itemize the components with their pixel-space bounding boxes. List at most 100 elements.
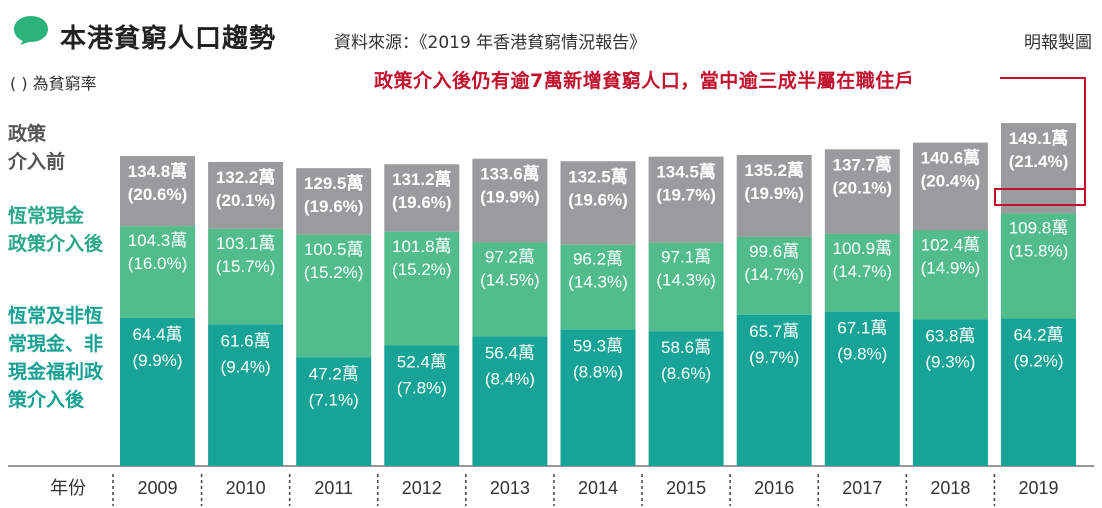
label-rate-before-2010: (20.1%) — [216, 191, 276, 210]
speech-bubble-icon — [14, 16, 48, 45]
label-rate-regular-2013: (14.5%) — [480, 270, 540, 289]
label-rate-all-2012: (7.8%) — [397, 378, 447, 397]
label-rate-regular-2018: (14.9%) — [921, 258, 981, 277]
label-value-before-2015: 134.5萬 — [656, 162, 716, 182]
label-rate-before-2011: (19.6%) — [304, 197, 364, 216]
bar-before-2018 — [912, 142, 988, 231]
label-rate-before-2013: (19.9%) — [480, 188, 540, 207]
bar-regular-2013 — [472, 242, 548, 337]
label-rate-all-2013: (8.4%) — [485, 369, 535, 388]
label-rate-before-2019: (21.4%) — [1009, 152, 1069, 171]
label-value-before-2011: 129.5萬 — [304, 173, 364, 193]
label-value-before-2016: 135.2萬 — [744, 160, 804, 180]
bar-all-2019 — [1001, 318, 1076, 466]
bar-regular-2009 — [120, 226, 195, 318]
tick-label-2019: 2019 — [1018, 478, 1058, 498]
label-value-regular-2019: 109.8萬 — [1009, 218, 1069, 237]
bar-before-2017 — [824, 149, 900, 234]
bar-regular-2018 — [912, 230, 988, 320]
label-value-before-2009: 134.8萬 — [128, 161, 188, 181]
label-value-regular-2012: 101.8萬 — [392, 237, 452, 256]
label-rate-regular-2011: (15.2%) — [304, 263, 364, 282]
bar-all-2017 — [824, 311, 900, 466]
bar-before-2013 — [472, 158, 548, 243]
label-value-before-2013: 133.6萬 — [480, 164, 540, 184]
tick-label-2016: 2016 — [754, 478, 794, 498]
callout-line-vertical — [1084, 77, 1086, 190]
bar-before-2014 — [560, 161, 636, 245]
highlight-annotation: 政策介入後仍有逾7萬新增貧窮人口，當中逾三成半屬在職住戶 — [374, 70, 915, 92]
label-value-all-2011: 47.2萬 — [309, 364, 359, 383]
label-value-all-2017: 67.1萬 — [837, 319, 887, 338]
label-rate-regular-2012: (15.2%) — [392, 260, 452, 279]
label-rate-regular-2010: (15.7%) — [216, 257, 276, 276]
bar-all-2012 — [384, 345, 460, 466]
bar-all-2015 — [648, 331, 724, 466]
bar-regular-2010 — [208, 228, 284, 325]
label-value-regular-2010: 103.1萬 — [216, 234, 276, 253]
tick-label-2012: 2012 — [402, 478, 442, 498]
label-value-before-2017: 137.7萬 — [833, 154, 893, 174]
callout-box — [994, 188, 1086, 206]
label-rate-regular-2014: (14.3%) — [568, 273, 628, 292]
label-rate-all-2017: (9.8%) — [837, 345, 887, 364]
bar-regular-2014 — [560, 244, 636, 330]
label-value-all-2012: 52.4萬 — [397, 352, 447, 371]
bar-regular-2012 — [384, 231, 460, 346]
label-value-regular-2017: 100.9萬 — [833, 239, 893, 258]
label-rate-before-2015: (19.7%) — [656, 186, 716, 205]
label-value-regular-2016: 99.6萬 — [749, 242, 799, 261]
row-label-regular: 恆常現金 政策介入後 — [8, 205, 104, 255]
label-rate-all-2015: (8.6%) — [661, 364, 711, 383]
bar-before-2012 — [384, 164, 460, 232]
label-rate-before-2012: (19.6%) — [392, 193, 452, 212]
tick-label-2014: 2014 — [578, 478, 618, 498]
label-rate-regular-2009: (16.0%) — [128, 254, 188, 273]
bar-regular-2016 — [736, 236, 812, 315]
label-value-all-2013: 56.4萬 — [485, 343, 535, 362]
bar-before-2009 — [120, 155, 195, 227]
bar-regular-2011 — [296, 234, 372, 358]
credit: 明報製圖 — [1024, 33, 1092, 53]
label-value-before-2018: 140.6萬 — [921, 148, 981, 168]
bar-regular-2019 — [1001, 213, 1076, 319]
tick-label-2011: 2011 — [314, 478, 353, 498]
bar-all-2009 — [120, 317, 195, 466]
bar-all-2014 — [560, 329, 636, 466]
row-label-all: 恆常及非恆 常現金、非 現金福利政 策介入後 — [8, 305, 104, 411]
rate-note: ( ) 為貧窮率 — [10, 74, 97, 93]
label-value-regular-2011: 100.5萬 — [304, 240, 364, 259]
bar-all-2016 — [736, 314, 812, 466]
label-value-before-2019: 149.1萬 — [1009, 128, 1069, 148]
label-value-all-2016: 65.7萬 — [749, 322, 799, 341]
bar-before-2016 — [736, 155, 812, 237]
label-value-regular-2015: 97.1萬 — [661, 248, 711, 267]
label-rate-before-2009: (20.6%) — [128, 185, 188, 204]
label-value-regular-2018: 102.4萬 — [921, 235, 981, 254]
label-rate-before-2017: (20.1%) — [833, 178, 893, 197]
bar-before-2015 — [648, 156, 724, 243]
label-value-all-2019: 64.2萬 — [1013, 325, 1063, 344]
label-value-before-2014: 132.5萬 — [568, 166, 628, 186]
label-value-regular-2014: 96.2萬 — [573, 250, 623, 269]
page-title: 本港貧窮人口趨勢 — [60, 24, 277, 54]
label-rate-before-2018: (20.4%) — [921, 172, 981, 191]
bar-before-2010 — [208, 161, 284, 229]
bar-all-2018 — [912, 319, 988, 466]
tick-label-2010: 2010 — [226, 478, 266, 498]
tick-label-2009: 2009 — [137, 478, 177, 498]
label-rate-regular-2017: (14.7%) — [833, 262, 893, 281]
label-value-all-2018: 63.8萬 — [925, 326, 975, 345]
label-rate-all-2014: (8.8%) — [573, 363, 623, 382]
label-value-regular-2009: 104.3萬 — [128, 231, 188, 250]
label-rate-regular-2019: (15.8%) — [1009, 241, 1069, 260]
tick-label-2017: 2017 — [842, 478, 882, 498]
bar-all-2011 — [296, 357, 372, 466]
bar-regular-2015 — [648, 242, 724, 332]
label-value-regular-2013: 97.2萬 — [485, 247, 535, 266]
label-rate-before-2014: (19.6%) — [568, 190, 628, 209]
bar-before-2019 — [1001, 123, 1076, 214]
label-value-before-2012: 131.2萬 — [392, 169, 452, 189]
label-rate-all-2018: (9.3%) — [925, 352, 975, 371]
label-rate-regular-2016: (14.7%) — [744, 265, 804, 284]
